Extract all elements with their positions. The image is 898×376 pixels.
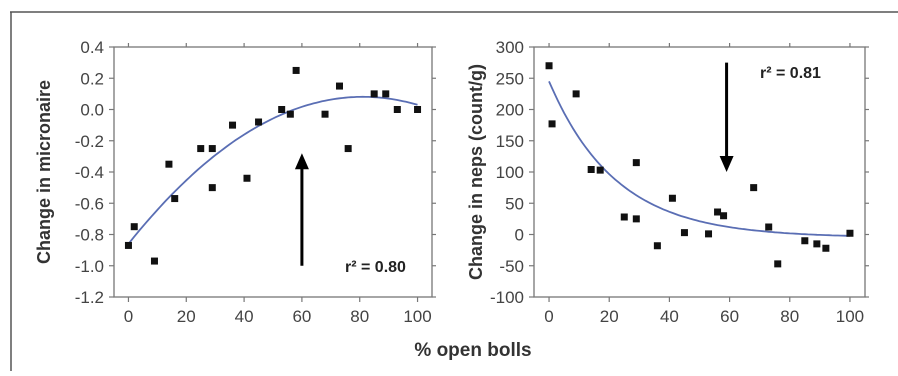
y-tick-label: 300 (496, 38, 524, 57)
data-point (668, 194, 676, 202)
arrow-head (719, 156, 734, 172)
data-point (587, 166, 595, 173)
data-point (393, 106, 401, 113)
x-tick-label: 80 (350, 307, 369, 326)
x-tick-label: 20 (600, 307, 619, 326)
data-point (653, 242, 661, 250)
x-tick-label: 0 (544, 307, 553, 326)
x-tick-label: 60 (292, 307, 311, 326)
data-point (414, 106, 422, 113)
y-tick-label: 150 (496, 132, 524, 151)
data-point (124, 241, 132, 249)
y-tick-label: -0.2 (75, 132, 104, 151)
y-tick-label: -0.8 (75, 226, 104, 245)
y-axis-label: Change in neps (count/g) (466, 64, 486, 280)
data-point (545, 62, 553, 70)
fit-curve (127, 95, 418, 245)
y-tick-label: 250 (496, 69, 524, 88)
y-tick-label: -100 (490, 288, 524, 307)
data-point (548, 120, 556, 128)
x-tick-label: 20 (177, 307, 196, 326)
plot-area (533, 46, 866, 298)
y-tick-label: 200 (496, 101, 524, 120)
y-tick-label: 50 (505, 194, 524, 213)
data-point (620, 213, 628, 221)
data-point (165, 160, 173, 168)
data-point (720, 212, 728, 220)
data-point (632, 159, 640, 167)
r-squared-annotation: r² = 0.81 (760, 65, 821, 82)
data-point (243, 174, 251, 182)
data-point (680, 229, 688, 237)
data-point (344, 145, 352, 153)
arrow-head (294, 153, 309, 170)
data-point (632, 215, 640, 223)
data-point (705, 230, 713, 238)
data-point (813, 240, 821, 248)
data-point (229, 121, 237, 129)
y-tick-label: 0.4 (80, 38, 104, 57)
data-point (596, 166, 604, 174)
data-point (382, 90, 390, 98)
y-axis-label: Change in micronaire (34, 80, 54, 264)
x-tick-label: 60 (720, 307, 739, 326)
data-point (370, 90, 378, 98)
x-tick-label: 40 (660, 307, 679, 326)
r-squared-annotation: r² = 0.80 (345, 259, 406, 276)
data-point (335, 82, 343, 90)
data-point (208, 184, 216, 192)
y-tick-label: -1.2 (75, 288, 104, 307)
y-tick-label: 0 (515, 226, 524, 245)
x-tick-label: 80 (780, 307, 799, 326)
y-tick-label: 0.2 (80, 69, 104, 88)
shared-x-axis-label: % open bolls (414, 340, 531, 361)
data-point (197, 145, 205, 153)
y-tick-label: -0.6 (75, 194, 104, 213)
x-tick-label: 100 (403, 307, 431, 326)
y-tick-label: 100 (496, 163, 524, 182)
data-point (255, 118, 263, 126)
data-point (292, 66, 300, 74)
data-point (801, 237, 809, 245)
micronaire-panel: -1.2 -1.0 -0.8 -0.6 -0.4 -0.2 0.0 0.2 0.4 0 20 40 60… (34, 38, 436, 326)
data-point (208, 145, 216, 153)
neps-panel: -100 -50 0 50 100 150 200 250 300 0 20 40 60 80 100 Cha… (466, 38, 869, 326)
data-point (278, 106, 286, 113)
data-point (846, 229, 854, 237)
data-point (130, 223, 138, 231)
x-tick-label: 100 (836, 307, 864, 326)
y-tick-label: 0.0 (80, 101, 104, 120)
x-tick-label: 0 (124, 307, 133, 326)
data-point (714, 208, 722, 216)
y-tick-label: -0.4 (75, 163, 104, 182)
data-point (765, 223, 773, 231)
x-tick-label: 40 (235, 307, 254, 326)
data-point (150, 257, 158, 265)
data-point (171, 195, 179, 203)
data-point (750, 184, 758, 192)
data-point (286, 110, 294, 118)
y-tick-label: -50 (499, 257, 524, 276)
fit-curve (548, 81, 851, 237)
data-point (572, 90, 580, 98)
y-tick-label: -1.0 (75, 257, 104, 276)
data-point (321, 110, 329, 118)
data-point (822, 244, 830, 252)
data-point (774, 260, 782, 268)
